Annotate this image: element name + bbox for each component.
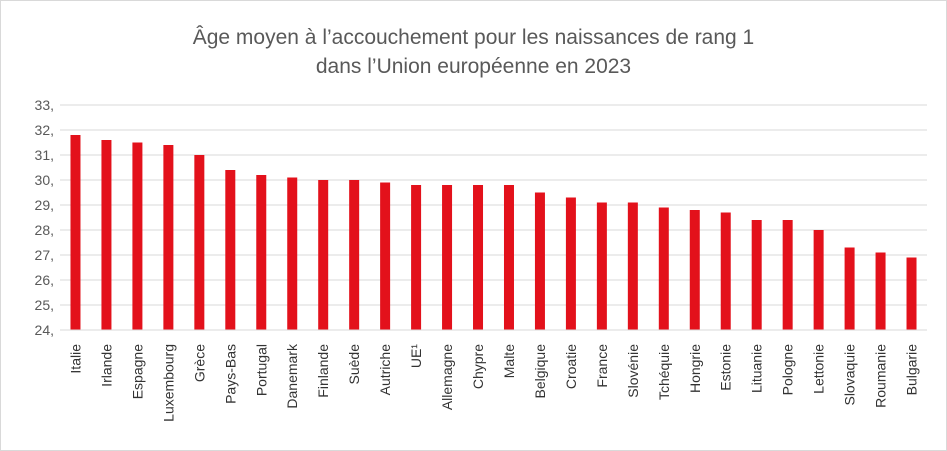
x-category-label: Hongrie (687, 344, 703, 393)
chart-title-line-2: dans l’Union européenne en 2023 (315, 55, 632, 78)
x-category-label: France (594, 344, 610, 388)
bar (318, 180, 329, 330)
bar (565, 197, 576, 330)
x-category-label: Slovénie (625, 344, 641, 398)
x-category-label: Grèce (191, 344, 207, 382)
x-category-label: Slovaquie (842, 344, 858, 406)
x-category-label: Malte (501, 344, 517, 378)
bar (906, 257, 917, 330)
x-category-label: Portugal (253, 344, 269, 396)
bar (844, 247, 855, 330)
y-tick-label: 31, (35, 147, 54, 163)
bar (503, 185, 514, 330)
chart-title: Âge moyen à l’accouchement pour les nais… (1, 23, 946, 81)
x-category-label: Irlande (98, 344, 114, 387)
x-category-label: Italie (67, 344, 83, 374)
x-category-label: Luxembourg (160, 344, 176, 422)
y-tick-label: 30, (35, 172, 54, 188)
x-category-label: Suède (346, 344, 362, 385)
bar (534, 192, 545, 330)
bar (225, 170, 236, 330)
bar (70, 135, 81, 330)
bar (813, 230, 824, 330)
x-category-label: Autriche (377, 344, 393, 396)
bar (101, 140, 112, 330)
x-category-label: Pays-Bas (222, 344, 238, 404)
y-tick-label: 25, (35, 297, 54, 313)
bar (473, 185, 484, 330)
bar (720, 212, 731, 330)
bar (875, 252, 886, 330)
bar (658, 207, 669, 330)
chart-title-line-1: Âge moyen à l’accouchement pour les nais… (192, 26, 755, 49)
y-tick-label: 32, (35, 122, 54, 138)
bar (689, 210, 700, 330)
bar (751, 220, 762, 330)
x-category-label: Belgique (532, 344, 548, 399)
bar (782, 220, 793, 330)
bar (132, 142, 143, 330)
bar (596, 202, 607, 330)
y-tick-label: 29, (35, 197, 54, 213)
x-category-label: Chypre (470, 344, 486, 389)
x-category-label: Croatie (563, 344, 579, 389)
y-tick-label: 33, (35, 97, 54, 113)
x-category-label: Espagne (129, 344, 145, 399)
bar (380, 182, 391, 330)
x-category-label: Allemagne (439, 344, 455, 410)
y-tick-label: 24, (35, 322, 54, 338)
bar (442, 185, 453, 330)
y-tick-label: 27, (35, 247, 54, 263)
x-category-label: Pologne (780, 344, 796, 396)
bar (194, 155, 205, 330)
x-category-label: Danemark (284, 343, 300, 409)
bar (627, 202, 638, 330)
x-category-label: Estonie (718, 344, 734, 391)
bar (349, 180, 360, 330)
x-category-label: Roumanie (873, 344, 889, 408)
bar (163, 145, 174, 330)
y-tick-label: 28, (35, 222, 54, 238)
bar (256, 175, 267, 330)
x-category-label: Tchéquie (656, 344, 672, 400)
x-category-label: Finlande (315, 344, 331, 398)
x-category-label: Lituanie (749, 344, 765, 393)
y-tick-label: 26, (35, 272, 54, 288)
bar (287, 177, 298, 330)
x-category-label: Bulgarie (904, 344, 920, 396)
x-category-label: UE¹ (408, 344, 424, 368)
bar (411, 185, 422, 330)
x-category-label: Lettonie (811, 344, 827, 394)
